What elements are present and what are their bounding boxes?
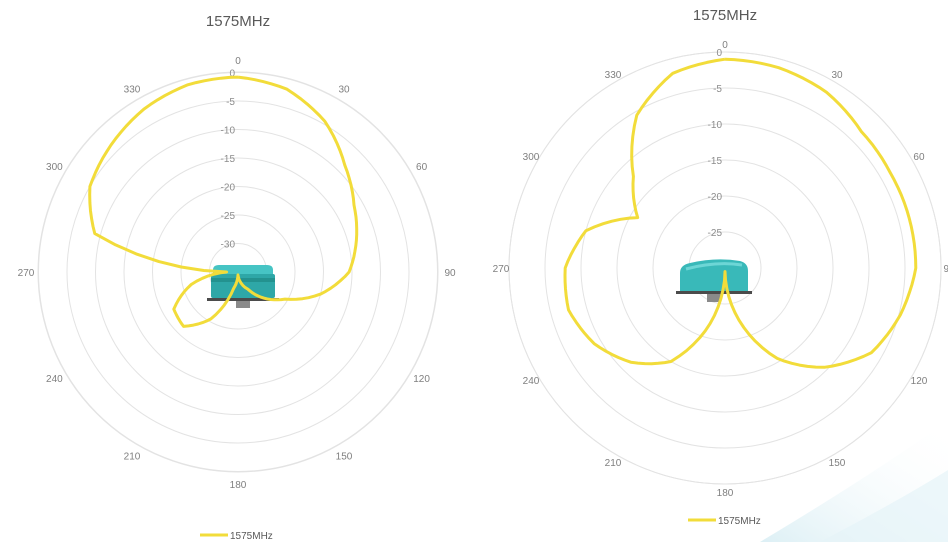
angle-tick-label: 90 — [444, 268, 456, 279]
grid-ring — [123, 157, 353, 387]
grid-ring — [652, 195, 798, 341]
angle-tick-label: 60 — [913, 152, 925, 163]
chart-title: 1575MHz — [206, 13, 270, 30]
grid-ring — [180, 214, 296, 330]
radial-tick-label: 0 — [716, 48, 722, 59]
angle-tick-label: 0 — [235, 56, 241, 67]
grid-ring — [152, 186, 324, 358]
angle-tick-label: 330 — [124, 84, 141, 95]
angle-tick-label: 270 — [493, 264, 510, 275]
radial-tick-label: -15 — [708, 156, 723, 167]
angle-tick-label: 150 — [829, 458, 846, 469]
angle-tick-label: 90 — [943, 264, 948, 275]
radial-tick-label: -30 — [221, 240, 236, 251]
angle-tick-label: 180 — [230, 480, 247, 491]
radial-tick-label: -10 — [708, 120, 723, 131]
angle-tick-label: 60 — [416, 162, 428, 173]
grid-ring — [66, 100, 410, 444]
angle-tick-label: 0 — [722, 40, 728, 51]
grid-ring — [38, 72, 438, 472]
antenna-base — [676, 291, 752, 294]
angle-tick-labels: 0 30 60 90 120 150 180 210 240 270 300 330 — [493, 40, 948, 499]
grid-ring — [616, 159, 834, 377]
angle-tick-label: 150 — [336, 452, 353, 463]
grid-ring — [95, 129, 381, 415]
angle-tick-label: 30 — [831, 70, 843, 81]
angle-tick-label: 240 — [523, 376, 540, 387]
angle-tick-labels: 0 30 60 90 120 150 180 210 240 270 300 330 — [18, 56, 456, 491]
legend: 1575MHz — [200, 531, 273, 542]
legend-label: 1575MHz — [230, 531, 273, 542]
radial-tick-label: -15 — [221, 154, 236, 165]
polar-chart-left: 1575MHz -30 -25 -20 -15 -10 -5 0 0 30 60 90 120 150… — [18, 13, 456, 542]
radial-tick-label: -20 — [221, 183, 236, 194]
grid-ring — [508, 51, 942, 485]
antenna-band — [211, 278, 275, 282]
angle-tick-label: 300 — [523, 152, 540, 163]
polar-grid — [508, 51, 942, 485]
radial-tick-label: -25 — [221, 211, 236, 222]
angle-tick-label: 120 — [911, 376, 928, 387]
angle-tick-label: 30 — [338, 84, 350, 95]
radial-tick-label: -5 — [713, 84, 722, 95]
legend: 1575MHz — [688, 516, 761, 527]
angle-tick-label: 270 — [18, 268, 35, 279]
legend-label: 1575MHz — [718, 516, 761, 527]
chart-title: 1575MHz — [693, 7, 757, 24]
antenna-top-highlight — [685, 262, 743, 271]
radial-tick-label: -10 — [221, 126, 236, 137]
polar-grid — [37, 71, 439, 473]
antenna-image — [676, 259, 752, 302]
angle-tick-label: 300 — [46, 162, 63, 173]
angle-tick-label: 210 — [124, 452, 141, 463]
grid-ring — [544, 87, 906, 449]
radial-tick-labels: -30 -25 -20 -15 -10 -5 0 — [221, 69, 236, 251]
antenna-base — [207, 298, 279, 301]
series-line-1575mhz — [563, 57, 918, 369]
polar-chart-right: 1575MHz -25 -20 -15 -10 -5 0 0 30 60 90 120 150 180… — [493, 7, 948, 527]
radial-tick-label: -5 — [226, 97, 235, 108]
angle-tick-label: 210 — [605, 458, 622, 469]
radial-tick-label: 0 — [229, 69, 235, 80]
angle-tick-label: 180 — [717, 488, 734, 499]
radial-tick-label: -20 — [708, 192, 723, 203]
radial-tick-labels: -25 -20 -15 -10 -5 0 — [708, 48, 723, 239]
angle-tick-label: 240 — [46, 374, 63, 385]
grid-ring — [580, 123, 870, 413]
series-line-1575mhz — [88, 75, 359, 328]
angle-tick-label: 120 — [413, 374, 430, 385]
radial-tick-label: -25 — [708, 228, 723, 239]
antenna-connector — [707, 294, 721, 302]
antenna-connector — [236, 301, 250, 308]
angle-tick-label: 330 — [605, 70, 622, 81]
